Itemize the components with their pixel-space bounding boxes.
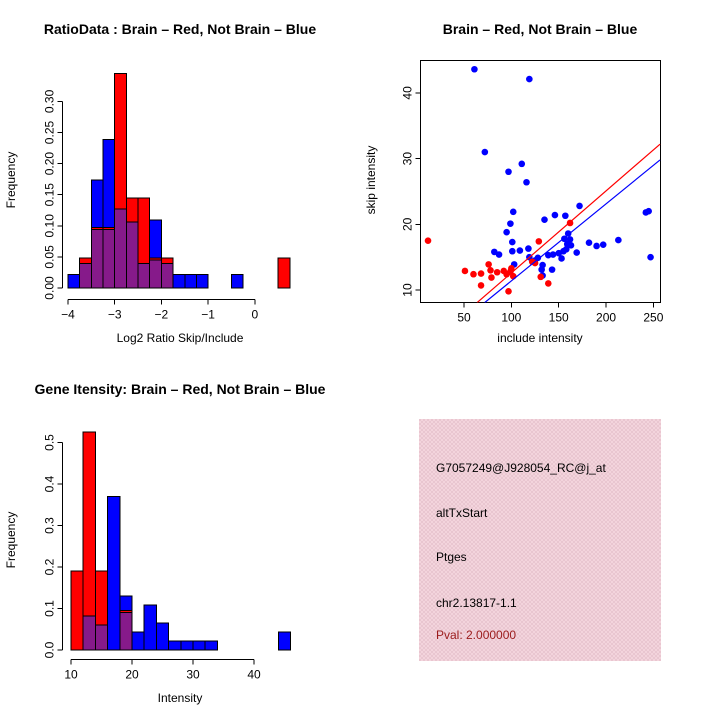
tick-label: 40	[247, 668, 261, 682]
tick-label: 30	[401, 152, 415, 166]
histogram-bars	[67, 72, 291, 289]
tick-label: 0.2	[43, 558, 57, 575]
tick-label: 0.20	[43, 152, 57, 176]
event-type: altTxStart	[436, 506, 488, 520]
probe-id: G7057249@J928054_RC@j_at	[436, 461, 606, 475]
tick-labels: 10 20 30 40 0.0 0.1 0.2 0.3 0.4 0.5	[43, 434, 261, 682]
tick-label: 0.10	[43, 214, 57, 238]
chart-title: RatioData : Brain – Red, Not Brain – Blu…	[43, 21, 317, 37]
overlap-bars	[79, 208, 174, 289]
series-blue-bars	[82, 495, 292, 651]
overlap-bars	[82, 612, 133, 651]
tick-label: 20	[125, 668, 139, 682]
tick-label: 50	[457, 311, 471, 325]
tick-label: 0	[251, 308, 258, 322]
tick-label: −1	[201, 308, 215, 322]
tick-label: −2	[155, 308, 169, 322]
tick-label: 200	[596, 311, 616, 325]
x-axis-title: Intensity	[157, 691, 203, 705]
tick-label: 10	[401, 283, 415, 297]
tick-label: 0.3	[43, 517, 57, 534]
pval-label: Pval: 2.000000	[436, 628, 517, 642]
panel-gene-intensity-histogram: Gene Itensity: Brain – Red, Not Brain – …	[0, 360, 360, 720]
gene-name: Ptges	[436, 550, 467, 564]
axes	[415, 60, 661, 308]
x-axis-title: include intensity	[497, 331, 583, 345]
tick-label: 30	[186, 668, 200, 682]
tick-label: 0.4	[43, 475, 57, 492]
tick-labels: −4 −3 −2 −1 0 0.00 0.05 0.10 0.15 0.20 0.25 0.30	[43, 89, 259, 321]
tick-label: 0.30	[43, 89, 57, 113]
chart-title: Brain – Red, Not Brain – Blue	[442, 21, 638, 37]
tick-label: 10	[64, 668, 78, 682]
panel-intensity-scatter: Brain – Red, Not Brain – Blue include in…	[360, 0, 720, 360]
tick-label: 40	[401, 86, 415, 100]
tick-label: 250	[643, 311, 663, 325]
data-points	[424, 65, 654, 295]
ratio-histogram-canvas: −4 −3 −2 −1 0 0.00 0.05 0.10 0.15 0.20 0.25 0.30	[43, 72, 291, 322]
gene-intensity-histogram-canvas: 10 20 30 40 0.0 0.1 0.2 0.3 0.4 0.5	[43, 431, 292, 682]
tick-label: 0.0	[43, 641, 57, 658]
tick-label: 0.1	[43, 600, 57, 617]
tick-label: 0.15	[43, 183, 57, 207]
info-box: G7057249@J928054_RC@j_at altTxStart Ptge…	[419, 419, 661, 661]
intensity-scatter-canvas: 50 100 150 200 250 10 20 30 40	[401, 60, 664, 325]
series-red-points	[424, 219, 574, 295]
chart-title: Gene Itensity: Brain – Red, Not Brain – …	[34, 381, 326, 397]
tick-label: 100	[501, 311, 521, 325]
axes	[57, 100, 256, 305]
tick-label: 0.5	[43, 434, 57, 451]
tick-label: 20	[401, 217, 415, 231]
panel-ratio-histogram: RatioData : Brain – Red, Not Brain – Blu…	[0, 0, 360, 360]
genome-location: chr2.13817-1.1	[436, 596, 517, 610]
tick-label: −4	[61, 308, 75, 322]
series-blue-points	[471, 65, 654, 279]
tick-label: 0.00	[43, 276, 57, 300]
tick-labels: 50 100 150 200 250 10 20 30 40	[401, 86, 664, 325]
x-axis-title: Log2 Ratio Skip/Include	[116, 331, 244, 345]
regression-lines	[476, 143, 661, 303]
tick-label: 0.25	[43, 120, 57, 144]
tick-label: 0.05	[43, 245, 57, 269]
tick-label: 150	[549, 311, 569, 325]
histogram-bars	[70, 431, 292, 651]
axes	[57, 442, 255, 665]
tick-label: −3	[108, 308, 122, 322]
panel-info-box: G7057249@J928054_RC@j_at altTxStart Ptge…	[360, 360, 720, 720]
